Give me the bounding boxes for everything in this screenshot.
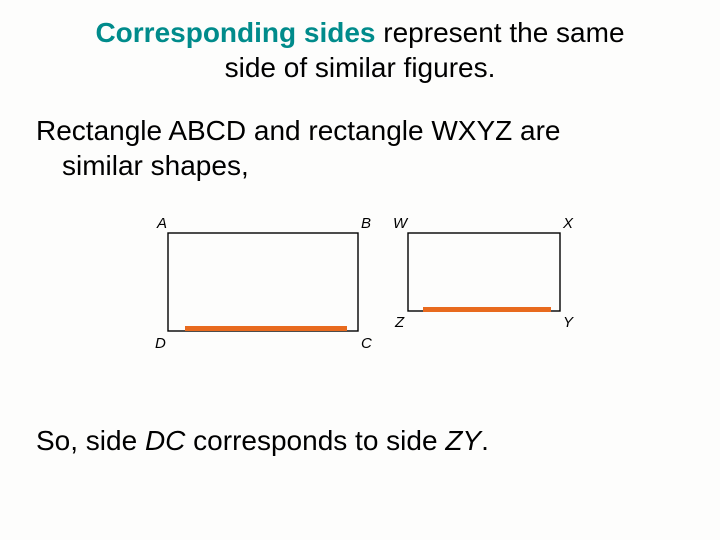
rect-wxyz [408,233,560,311]
label-w: W [393,215,409,232]
label-c: C [361,335,372,352]
title-rest-1: represent the same [376,17,625,48]
intro-line-1: Rectangle ABCD and rectangle WXYZ are [36,115,560,146]
title-term: Corresponding sides [95,17,375,48]
conclusion-pre: So, side [36,425,145,456]
label-x: X [562,215,574,232]
intro-line-2: similar shapes, [36,150,249,181]
conclusion-text: So, side DC corresponds to side ZY. [36,423,684,458]
label-a: A [156,215,167,232]
conclusion-post: . [481,425,489,456]
intro-text: Rectangle ABCD and rectangle WXYZ are si… [36,113,684,183]
label-z: Z [394,314,405,331]
title-line-2: side of similar figures. [225,52,496,83]
side-zy: ZY [445,425,481,456]
label-y: Y [563,314,574,331]
side-dc: DC [145,425,185,456]
highlight-zy [423,307,551,312]
rect-abcd [168,233,358,331]
label-b: B [361,215,371,232]
rectangles-diagram: A B C D W X Y Z [133,213,588,363]
label-d: D [155,335,166,352]
title-block: Corresponding sides represent the same s… [60,15,660,85]
conclusion-mid: corresponds to side [185,425,445,456]
slide: Corresponding sides represent the same s… [0,0,720,540]
highlight-dc [185,326,347,331]
diagram-container: A B C D W X Y Z [30,213,690,363]
